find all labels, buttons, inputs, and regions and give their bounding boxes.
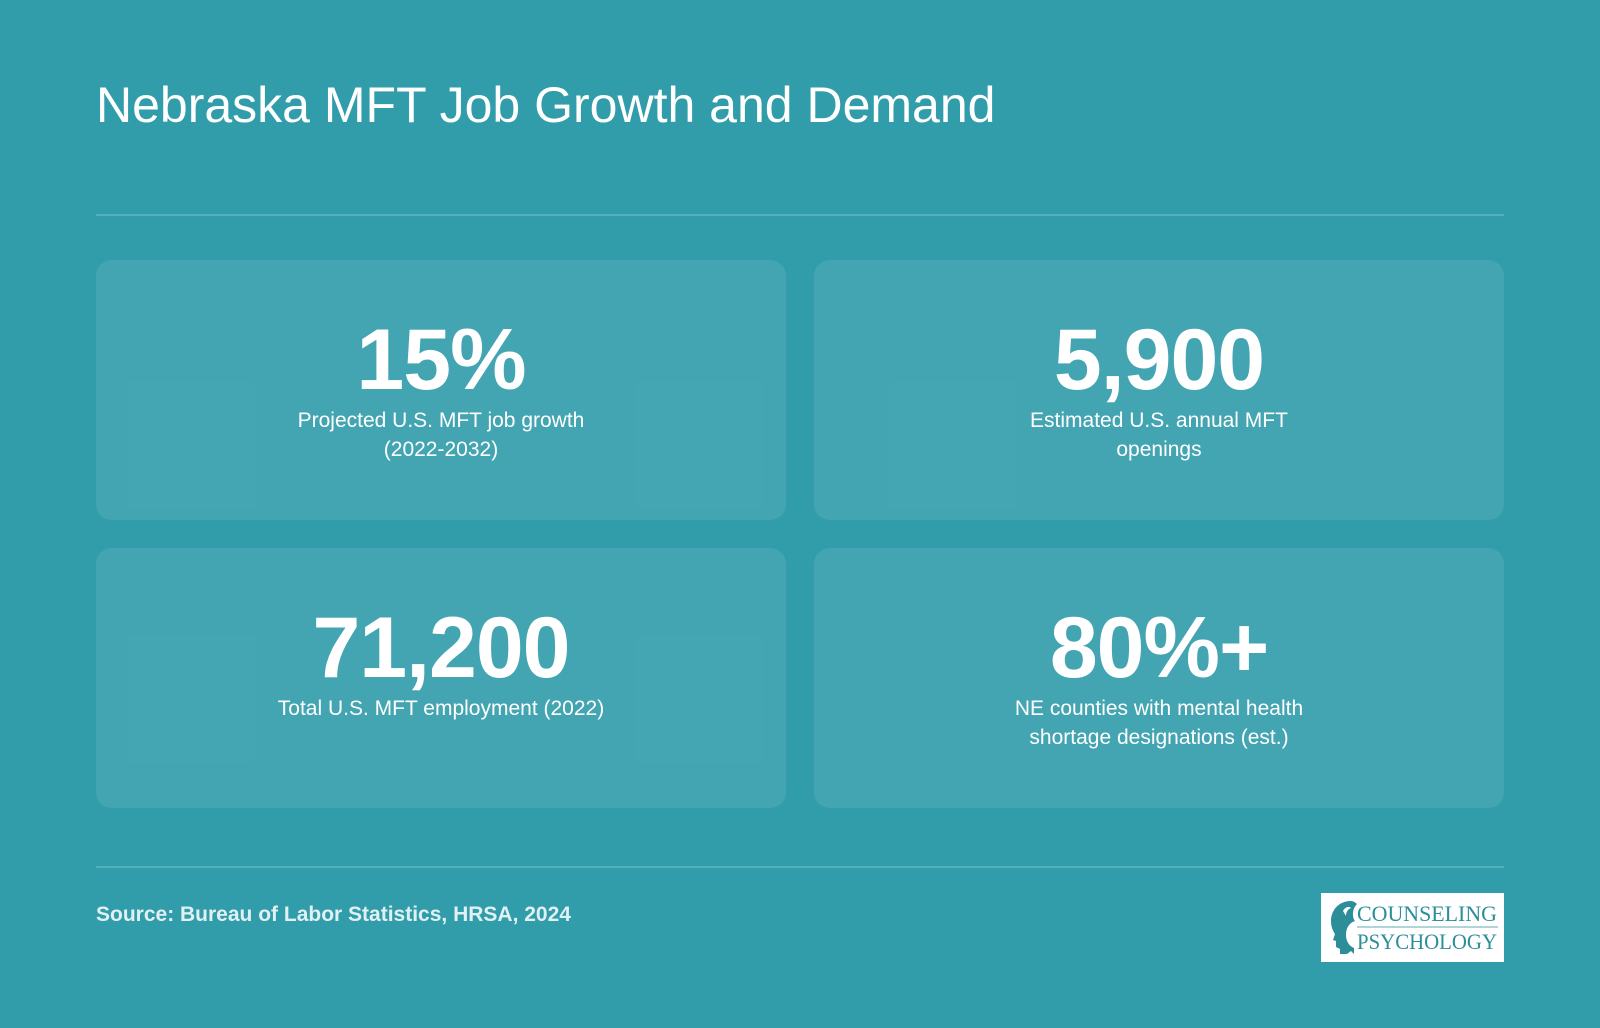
bottom-divider <box>96 866 1504 868</box>
stat-label: Total U.S. MFT employment (2022) <box>277 697 605 720</box>
source-citation: Source: Bureau of Labor Statistics, HRSA… <box>96 903 571 926</box>
stat-value: 15% <box>356 312 526 408</box>
stat-card-total-employment: 71,200 Total U.S. MFT employment (2022) <box>96 548 786 808</box>
stat-value: 71,200 <box>312 600 570 696</box>
stat-label: Estimated U.S. annual MFT openings <box>1030 409 1288 461</box>
head-profile-icon <box>1331 901 1357 954</box>
logo-text-line2: PSYCHOLOGY <box>1357 929 1497 954</box>
stat-card-annual-openings: 5,900 Estimated U.S. annual MFT openings <box>814 260 1504 520</box>
stat-label: NE counties with mental health shortage … <box>1014 697 1304 749</box>
counseling-psychology-logo: COUNSELING PSYCHOLOGY <box>1321 893 1504 962</box>
stat-card-job-growth: 15% Projected U.S. MFT job growth (2022-… <box>96 260 786 520</box>
stat-value: 80%+ <box>1049 600 1269 696</box>
stat-label: Projected U.S. MFT job growth (2022-2032… <box>297 409 585 461</box>
stat-card-shortage-counties: 80%+ NE counties with mental health shor… <box>814 548 1504 808</box>
page-title: Nebraska MFT Job Growth and Demand <box>96 77 996 133</box>
logo-text-line1: COUNSELING <box>1357 901 1497 926</box>
logo-graphic: COUNSELING PSYCHOLOGY <box>1331 901 1498 954</box>
top-divider <box>96 214 1504 216</box>
stat-value: 5,900 <box>1053 312 1265 408</box>
